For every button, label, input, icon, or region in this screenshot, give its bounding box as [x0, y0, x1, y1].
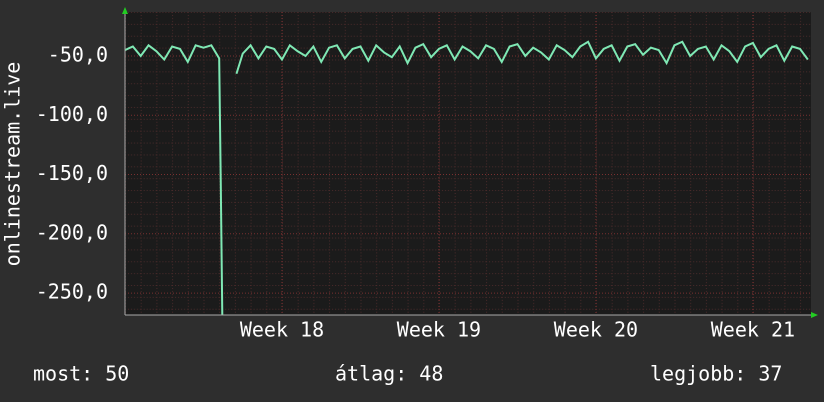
x-tick-label: Week 19: [397, 318, 481, 342]
y-arrow: [122, 7, 128, 14]
minor-grid: [125, 12, 811, 315]
data-line: [125, 40, 809, 315]
stat-best: legjobb: 37: [650, 362, 782, 386]
y-tick-label: -100,0: [36, 102, 108, 126]
x-tick-label: Week 21: [711, 318, 795, 342]
x-arrow: [811, 312, 818, 318]
stat-current: most: 50: [33, 362, 129, 386]
y-tick-label: -50,0: [48, 42, 108, 66]
stat-average: átlag: 48: [335, 362, 443, 386]
y-tick-label: -150,0: [36, 161, 108, 185]
x-tick-label: Week 18: [240, 318, 324, 342]
y-tick-label: -250,0: [36, 280, 108, 304]
y-tick-label: -200,0: [36, 220, 108, 244]
x-tick-label: Week 20: [554, 318, 638, 342]
y-axis-label: onlinestream.live: [1, 62, 25, 267]
